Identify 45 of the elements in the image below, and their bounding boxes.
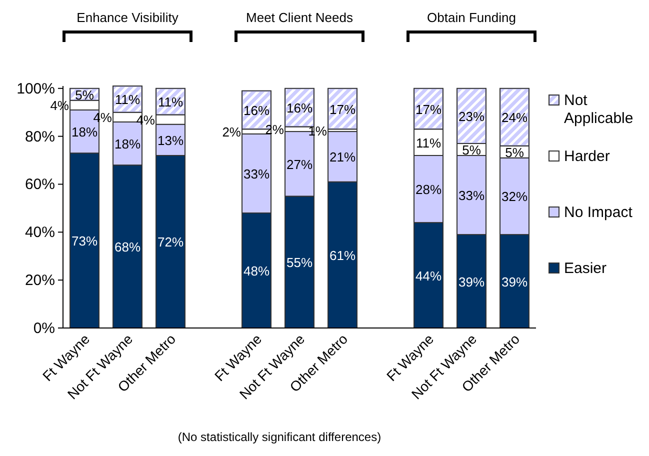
legend-label: Harder [564, 148, 610, 165]
data-label: 73% [71, 234, 98, 249]
y-tick-label: 20% [24, 272, 55, 290]
y-tick-label: 80% [24, 128, 55, 146]
text: Obtain Funding [427, 10, 516, 25]
data-label: 2% [222, 124, 242, 140]
data-label: 18% [71, 124, 98, 140]
data-label: 21% [329, 150, 356, 165]
legend-label: No Impact [564, 204, 634, 221]
data-label: 13% [157, 132, 184, 148]
data-label: 24% [501, 110, 528, 126]
data-label: 27% [286, 156, 313, 172]
data-label: 68% [114, 240, 141, 255]
data-label: 17% [415, 102, 442, 117]
data-label: 39% [501, 274, 528, 290]
data-label: 5% [75, 87, 94, 102]
data-label: 23% [458, 108, 485, 124]
data-label: 39% [458, 274, 485, 290]
y-tick-label: 100% [16, 80, 55, 98]
data-label: 11% [158, 94, 184, 110]
data-label: 11% [114, 92, 140, 108]
data-label: 72% [157, 234, 184, 250]
y-tick-label: 0% [33, 320, 55, 337]
y-tick-label: 60% [24, 176, 55, 194]
data-label: 33% [458, 188, 485, 204]
y-tick-label: 40% [24, 224, 55, 242]
data-label: 61% [329, 248, 356, 263]
text: (No statistically significant differences) [178, 430, 382, 444]
data-label: 18% [114, 136, 141, 152]
text: Meet Client Needs [246, 10, 354, 25]
data-label: 16% [243, 102, 270, 118]
data-label: 16% [286, 100, 313, 116]
data-label: 5% [462, 142, 482, 158]
data-label: 17% [329, 102, 356, 117]
data-label: 5% [505, 144, 524, 160]
legend-label: Not Applicable [564, 92, 634, 127]
data-label: 44% [415, 268, 442, 284]
data-label: 11% [416, 135, 442, 150]
text: Enhance Visibility [76, 10, 179, 25]
legend-label: Easier [564, 260, 607, 277]
data-label: 28% [415, 182, 442, 198]
data-label: 55% [286, 255, 313, 270]
data-label: 32% [501, 189, 528, 204]
data-label: 33% [243, 166, 270, 182]
data-label: 48% [243, 263, 270, 278]
